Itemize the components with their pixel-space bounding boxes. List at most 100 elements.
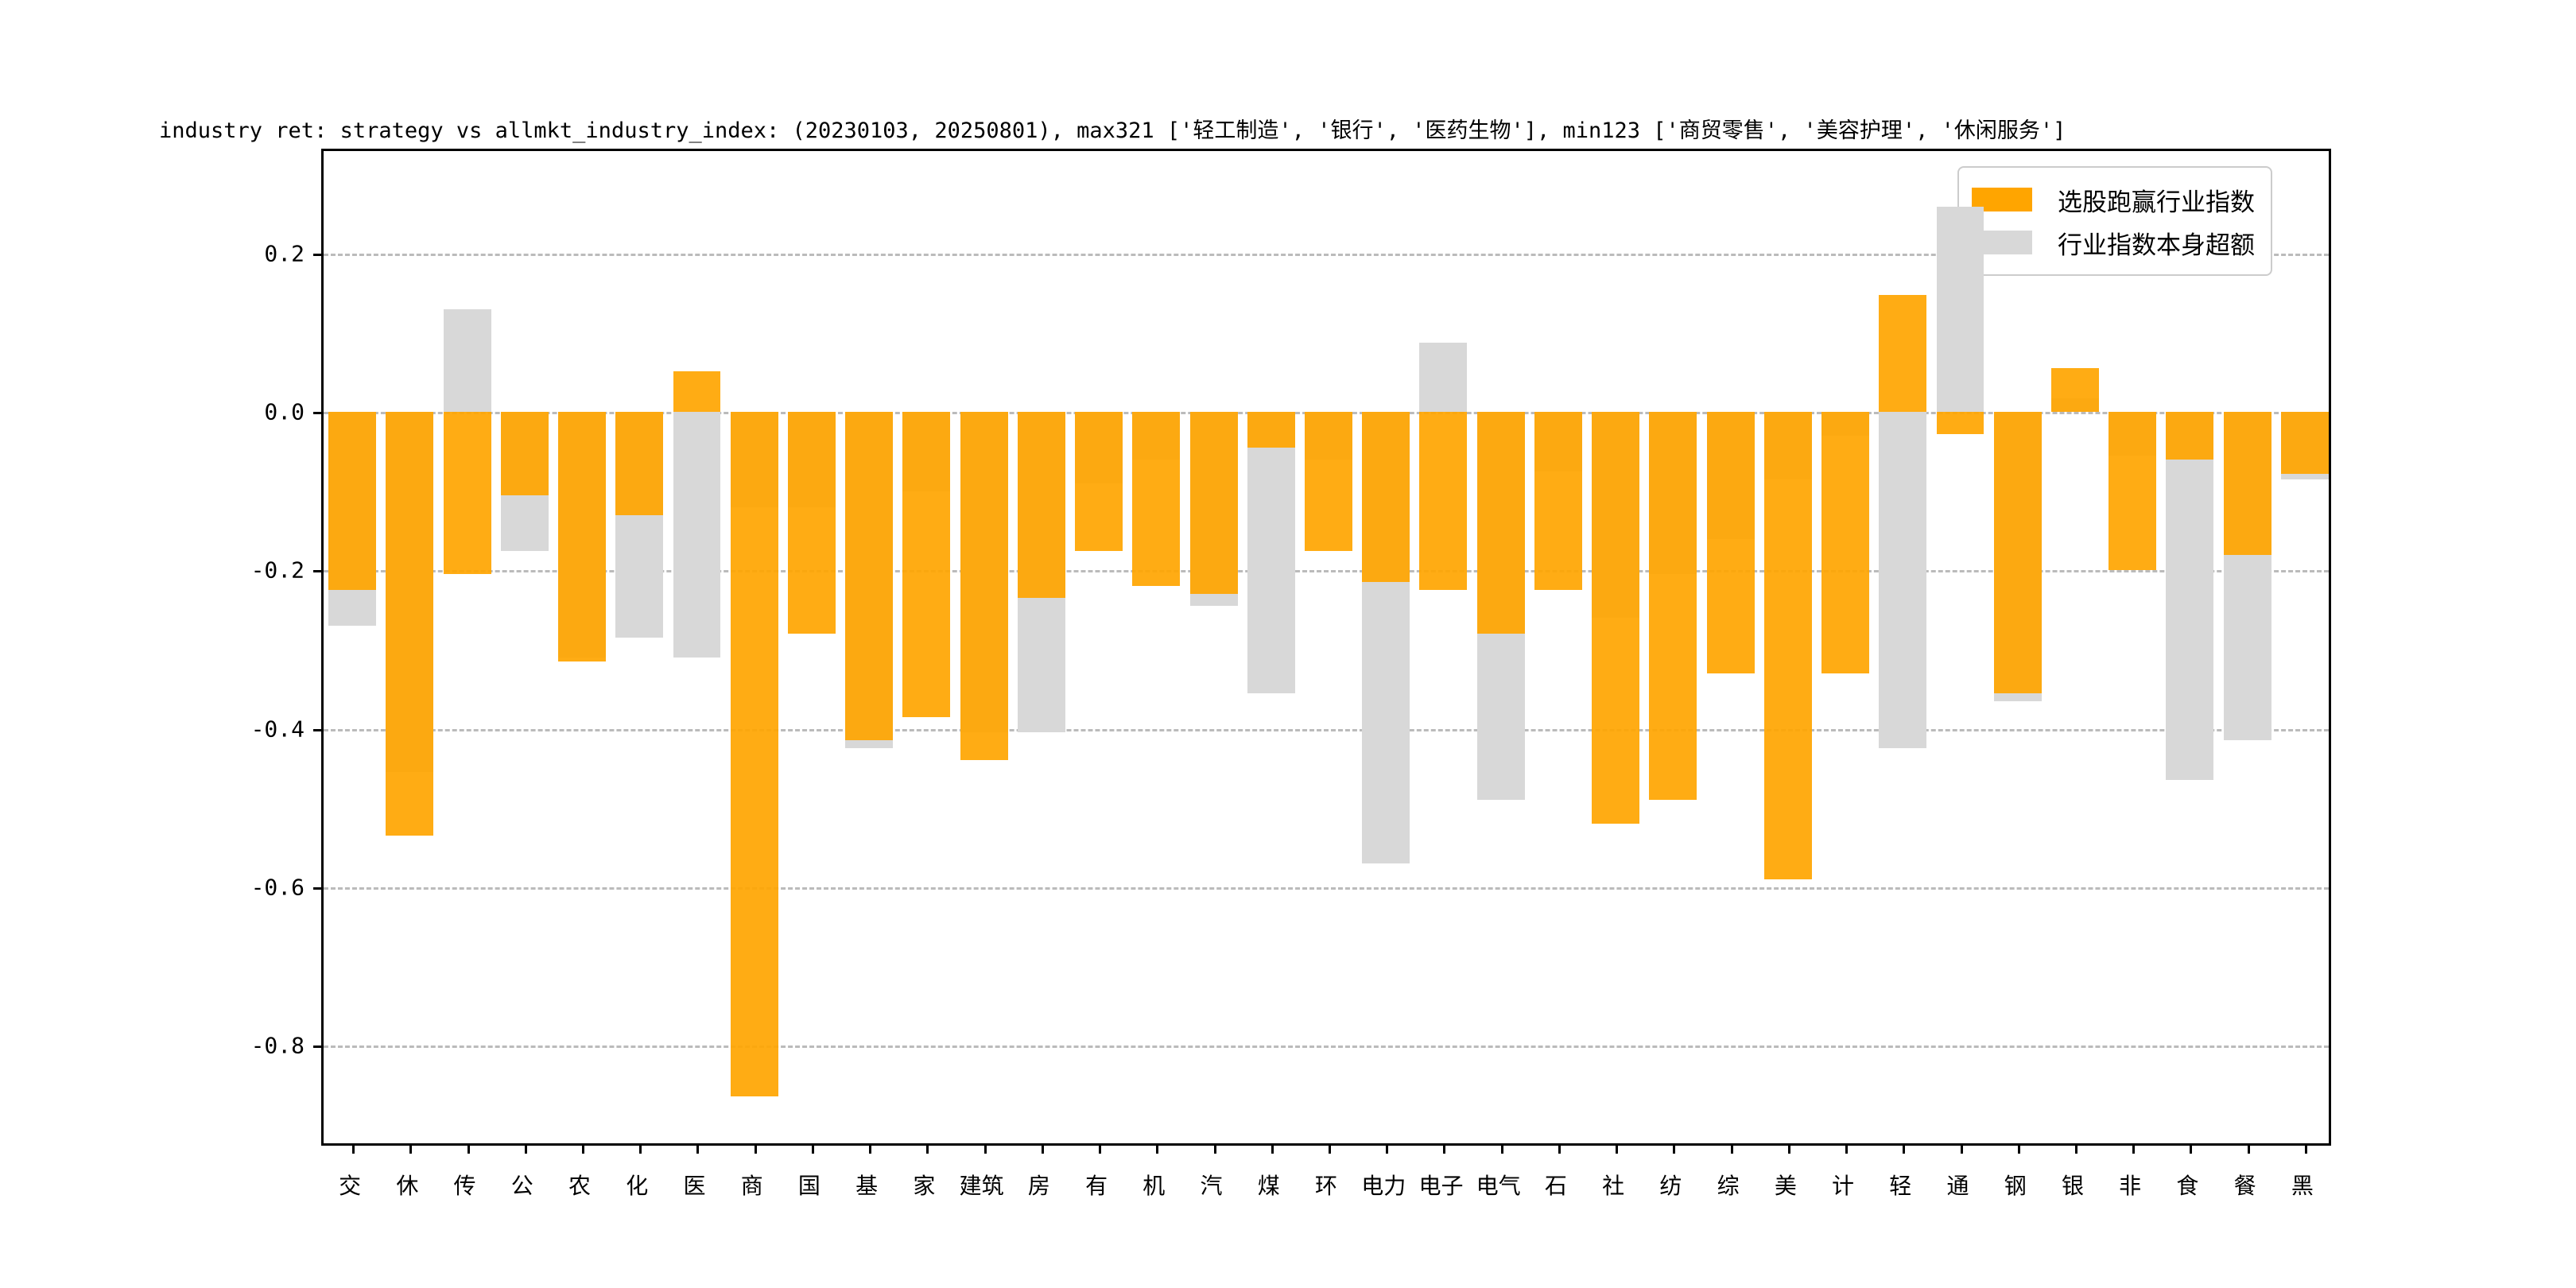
x-axis-tick (2074, 1143, 2077, 1154)
bar (443, 309, 491, 413)
x-axis-tick (1329, 1143, 1331, 1154)
x-axis-tick (983, 1143, 987, 1154)
legend-item-strategy: 选股跑赢行业指数 (1972, 178, 2255, 221)
bar (787, 412, 836, 634)
x-axis-tick-label: 交 (339, 1173, 362, 1199)
x-axis-tick-label: 餐 (2233, 1173, 2256, 1199)
bar (1993, 412, 2042, 693)
bar (2109, 412, 2157, 571)
bar (1362, 412, 1410, 583)
x-axis-tick-label: 机 (1143, 1173, 1166, 1199)
x-axis-tick (1271, 1143, 1274, 1154)
bar (2223, 412, 2271, 555)
bar (1247, 412, 1295, 448)
x-axis-tick-label: 农 (568, 1173, 592, 1199)
x-axis-tick-label: 电力 (1361, 1173, 1406, 1199)
bar (1017, 412, 1065, 599)
bar (1189, 412, 1238, 595)
bar (1305, 412, 1352, 551)
bar (1592, 412, 1640, 824)
x-axis-tick (2247, 1143, 2250, 1154)
y-axis-tick-label: -0.8 (250, 1032, 305, 1059)
x-axis-tick (409, 1143, 413, 1154)
x-axis-tick-label: 计 (1832, 1173, 1855, 1199)
x-axis-tick (467, 1143, 470, 1154)
bar (386, 412, 434, 836)
x-axis-tick (1156, 1143, 1159, 1154)
x-axis-tick-label: 综 (1717, 1173, 1740, 1199)
x-axis-tick-label: 煤 (1257, 1173, 1280, 1199)
x-axis-tick (639, 1143, 642, 1154)
y-axis-tick-label: -0.2 (250, 557, 305, 584)
x-axis-tick-label: 建筑 (959, 1173, 1004, 1199)
x-axis-tick-label: 公 (510, 1173, 533, 1199)
x-axis-tick-label: 家 (913, 1173, 936, 1199)
bar (1649, 412, 1697, 801)
legend-item-index: 行业指数本身超额 (1972, 221, 2255, 264)
x-axis-tick (1099, 1143, 1102, 1154)
bar (443, 412, 491, 575)
x-axis-tick-label: 电气 (1476, 1173, 1521, 1199)
x-axis-tick (524, 1143, 527, 1154)
x-axis-tick (754, 1143, 757, 1154)
legend-label-strategy: 选股跑赢行业指数 (2058, 188, 2255, 217)
gridline (324, 570, 2329, 573)
x-axis-tick (926, 1143, 929, 1154)
y-axis-tick-label: -0.4 (250, 716, 305, 743)
bar (500, 412, 549, 495)
bar (1706, 412, 1755, 673)
gridline (324, 1045, 2329, 1048)
x-axis-tick-label: 黑 (2291, 1173, 2314, 1199)
x-axis-tick (1845, 1143, 1849, 1154)
x-axis-tick (1787, 1143, 1790, 1154)
y-axis-tick (313, 254, 324, 257)
bar (558, 412, 606, 661)
bar (845, 412, 894, 741)
bar (2280, 412, 2329, 475)
x-axis-tick (352, 1143, 355, 1154)
x-axis-tick-label: 石 (1544, 1173, 1567, 1199)
y-axis-tick-label: 0.0 (264, 398, 305, 425)
bar (328, 412, 377, 591)
bar (1936, 206, 1984, 413)
bar (1879, 412, 1927, 749)
y-axis-tick-label: -0.6 (250, 874, 305, 901)
x-axis-tick (2017, 1143, 2020, 1154)
chart-title: industry ret: strategy vs allmkt_industr… (159, 118, 2066, 143)
bar (902, 412, 951, 717)
bar (673, 370, 721, 413)
x-axis-tick-label: 医 (683, 1173, 706, 1199)
bar (1132, 412, 1181, 587)
x-axis-tick-label: 汽 (1200, 1173, 1223, 1199)
bar (1534, 412, 1582, 591)
plot-inner: 0.2 0.0 -0.2 -0.4 -0.6 -0.8 (251, 151, 2329, 1154)
bar (1763, 412, 1812, 879)
x-axis-tick (1903, 1143, 1906, 1154)
x-axis-tick-label: 纺 (1659, 1173, 1682, 1199)
x-axis-tick-label: 美 (1774, 1173, 1797, 1199)
plot-area: 0.2 0.0 -0.2 -0.4 -0.6 -0.8 (251, 149, 2331, 1154)
x-axis-tick-label: 基 (855, 1173, 879, 1199)
x-axis-tick (582, 1143, 585, 1154)
x-axis-tick (869, 1143, 872, 1154)
bar (1247, 412, 1295, 693)
x-axis-tick-label: 休 (396, 1173, 419, 1199)
y-axis-tick-label: 0.2 (264, 240, 305, 267)
x-axis-tick-label: 非 (2119, 1173, 2142, 1199)
x-axis-tick (1041, 1143, 1044, 1154)
x-axis-tick-label: 传 (453, 1173, 476, 1199)
x-axis-tick (1386, 1143, 1389, 1154)
bar (1419, 412, 1468, 591)
bar (615, 412, 664, 515)
x-axis-tick-label: 食 (2176, 1173, 2199, 1199)
bar (1075, 412, 1123, 551)
y-axis-tick (313, 412, 324, 415)
x-axis-tick (1730, 1143, 1733, 1154)
bar (960, 412, 1008, 761)
legend-label-index: 行业指数本身超额 (2058, 231, 2255, 260)
x-axis-tick-label: 房 (1027, 1173, 1050, 1199)
x-axis-tick (1558, 1143, 1561, 1154)
bar (1879, 295, 1927, 413)
y-axis-tick (313, 886, 324, 890)
